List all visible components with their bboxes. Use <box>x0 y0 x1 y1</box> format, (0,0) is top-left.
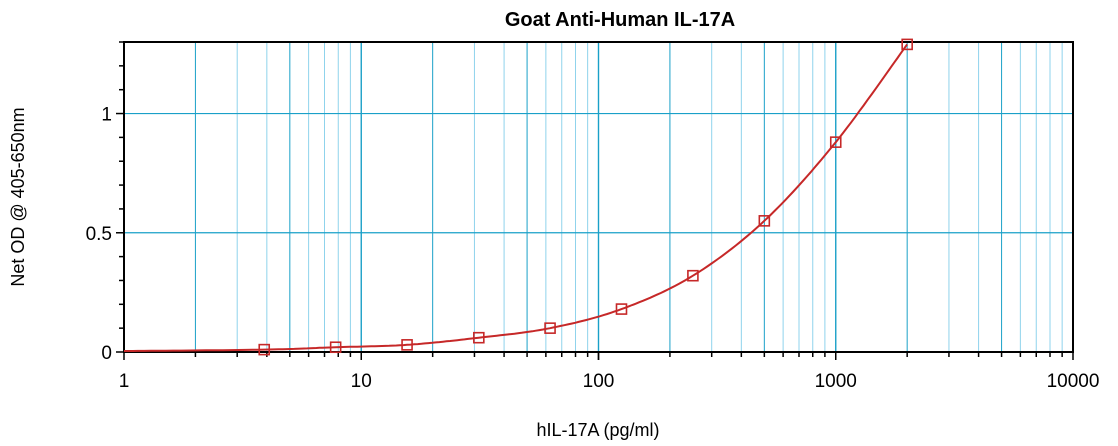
axis-ticks <box>116 41 1074 360</box>
data-point <box>544 322 556 334</box>
y-axis-label: Net OD @ 405-650nm <box>8 107 28 286</box>
data-point <box>473 331 485 344</box>
grid-lines <box>124 42 1073 352</box>
data-point <box>829 136 842 148</box>
data-points <box>258 38 913 356</box>
data-point <box>329 341 342 354</box>
y-tick-label: 0 <box>101 343 112 364</box>
fit-curve <box>124 43 909 352</box>
x-axis-label: hIL-17A (pg/ml) <box>536 420 659 440</box>
data-point <box>758 215 771 227</box>
x-tick-label: 10000 <box>1047 371 1100 392</box>
data-point <box>258 343 271 356</box>
data-point <box>615 303 628 315</box>
x-tick-label: 100 <box>583 371 615 392</box>
x-tick-labels: 1 10 100 1000 10000 <box>119 371 1100 392</box>
data-point <box>687 269 699 282</box>
x-tick-label: 10 <box>351 371 372 392</box>
y-tick-labels: 00.51 <box>86 105 112 364</box>
x-tick-label: 1000 <box>815 371 857 392</box>
data-point <box>901 38 913 51</box>
y-tick-label: 0.5 <box>86 224 112 245</box>
y-tick-label: 1 <box>101 105 112 126</box>
x-tick-label: 1 <box>119 371 130 392</box>
data-point <box>401 339 413 351</box>
chart-title: Goat Anti-Human IL-17A <box>505 9 735 31</box>
